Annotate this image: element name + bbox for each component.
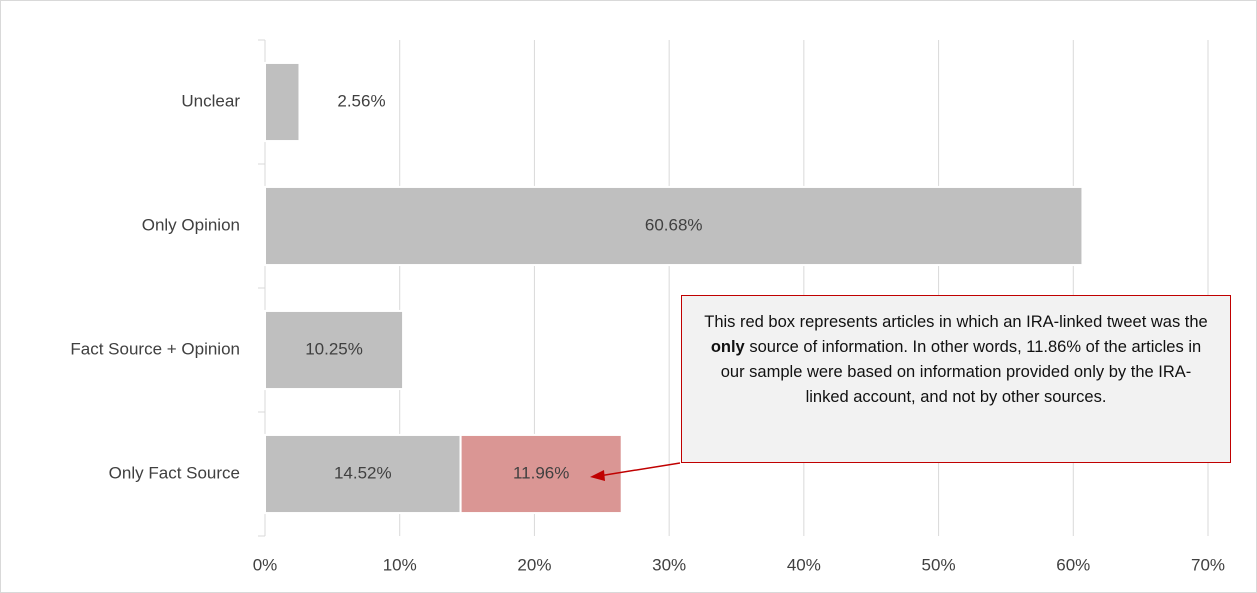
value-label: 11.96% (513, 463, 569, 482)
annotation: This red box represents articles in whic… (681, 295, 1231, 463)
annotation-text: This red box represents articles in whic… (704, 313, 1208, 331)
value-label: 10.25% (305, 339, 363, 358)
value-label: 2.56% (337, 91, 385, 110)
x-tick-label: 30% (652, 555, 686, 574)
bar (264, 61, 301, 143)
x-tick-label: 40% (787, 555, 821, 574)
bar (264, 433, 462, 515)
x-tick-label: 70% (1191, 555, 1225, 574)
value-label: 14.52% (334, 463, 392, 482)
annotation-text: source of information. In other words, 1… (720, 338, 1202, 406)
x-tick-label: 0% (253, 555, 278, 574)
x-tick-label: 20% (517, 555, 551, 574)
x-tick-label: 50% (922, 555, 956, 574)
bar (264, 309, 405, 391)
y-tick-label: Only Fact Source (109, 463, 240, 482)
annotation-bold: only (710, 338, 745, 356)
arrow-line (601, 462, 681, 477)
y-tick-label: Unclear (181, 91, 240, 110)
x-tick-label: 10% (383, 555, 417, 574)
bar (459, 433, 623, 515)
y-tick-label: Only Opinion (142, 215, 240, 234)
arrow-head (590, 470, 605, 481)
x-tick-label: 60% (1056, 555, 1090, 574)
value-label: 60.68% (645, 215, 703, 234)
bar (264, 185, 1084, 267)
y-tick-label: Fact Source + Opinion (70, 339, 240, 358)
